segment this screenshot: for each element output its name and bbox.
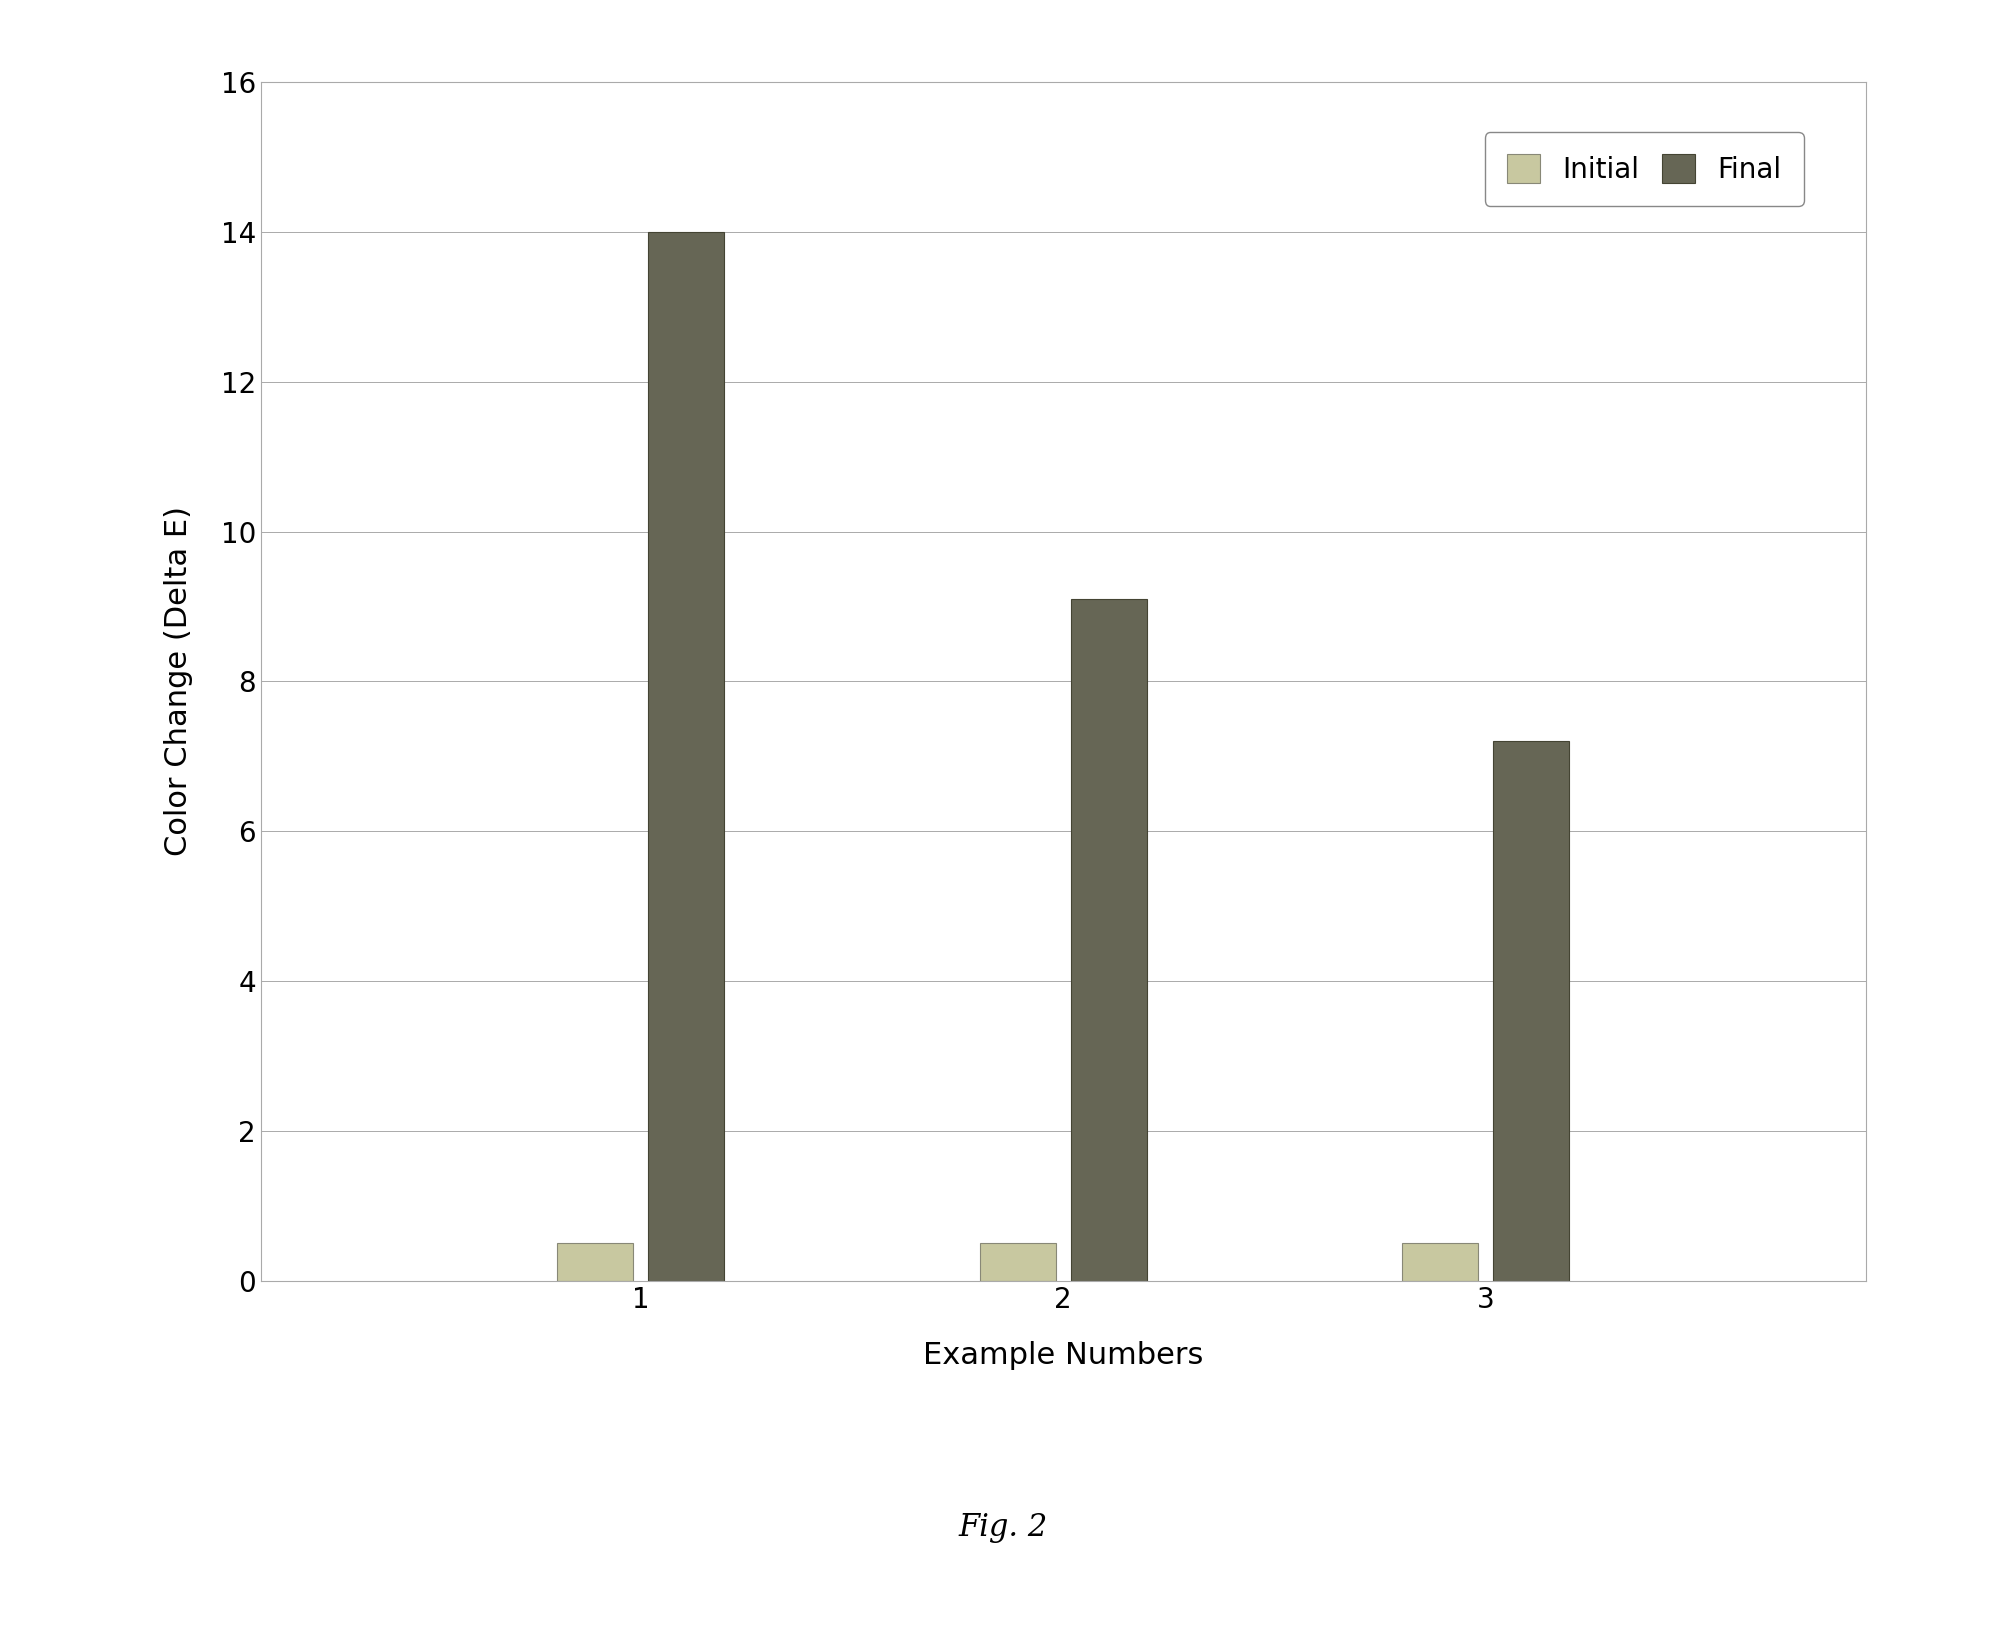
Bar [1401,1243,1478,1281]
Bar [557,1243,634,1281]
X-axis label: Example Numbers: Example Numbers [922,1342,1203,1371]
Bar [648,232,724,1281]
Y-axis label: Color Change (Delta E): Color Change (Delta E) [164,506,192,857]
Bar [978,1243,1055,1281]
Text: Fig. 2: Fig. 2 [958,1512,1047,1542]
Legend: Initial, Final: Initial, Final [1484,131,1802,205]
Bar [1492,742,1568,1281]
Bar [1071,599,1147,1281]
